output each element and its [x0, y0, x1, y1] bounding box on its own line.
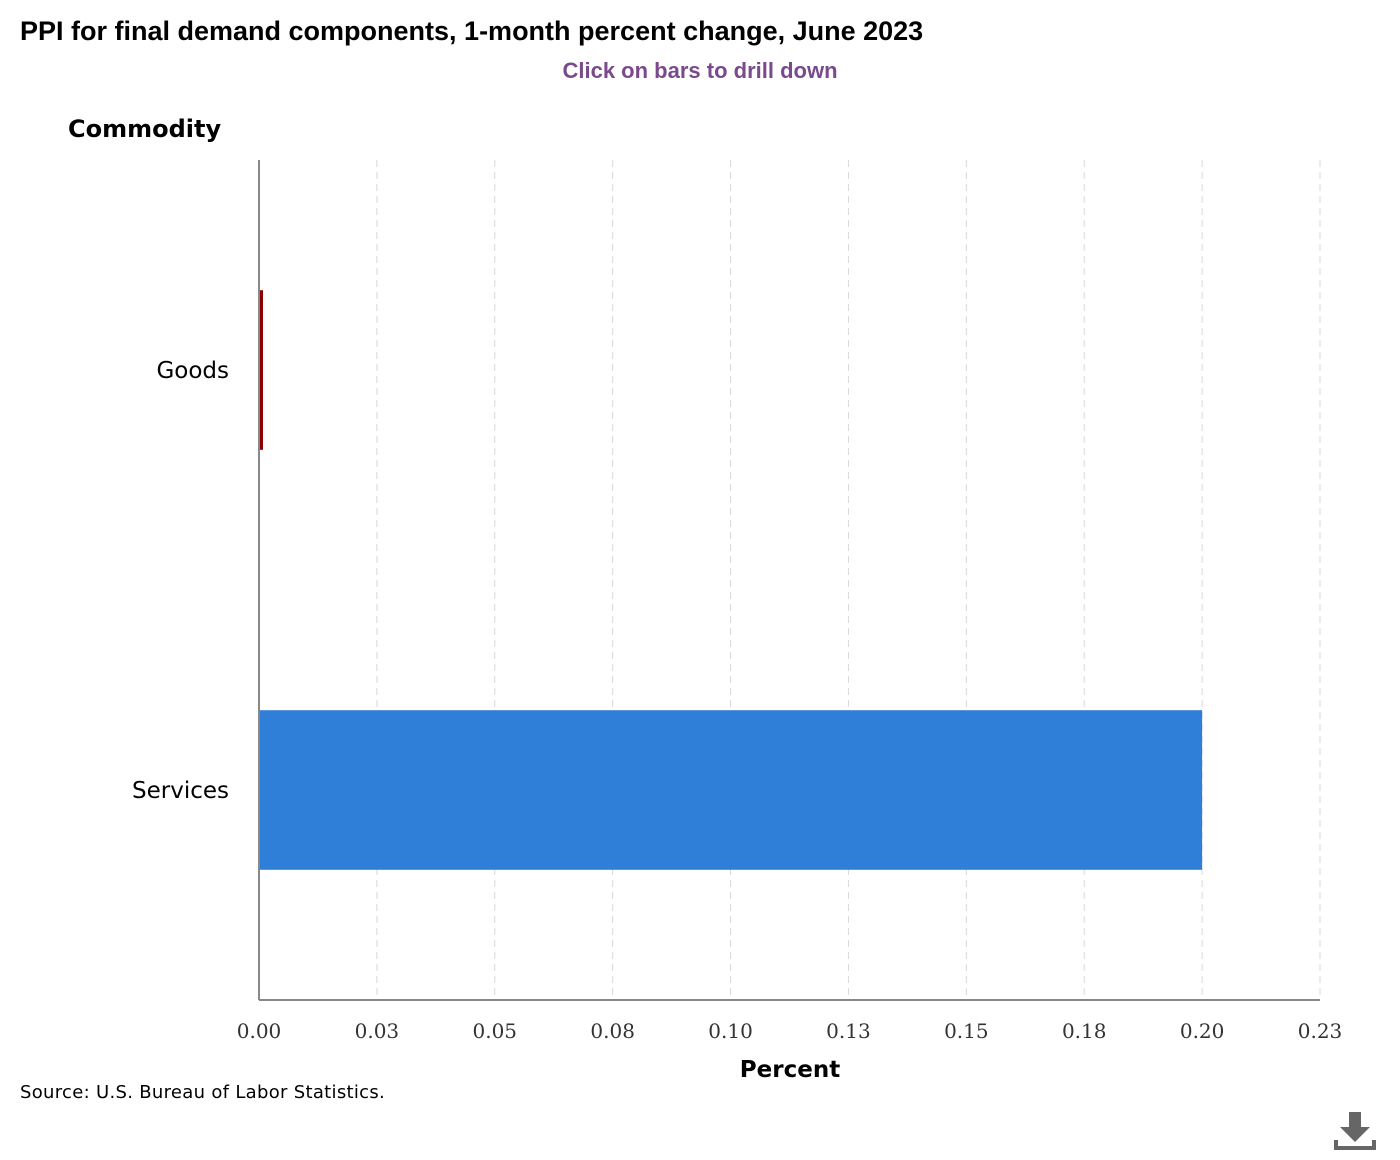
bars: [259, 290, 1203, 870]
x-axis-title: Percent: [739, 1057, 841, 1083]
chart-title: PPI for final demand components, 1-month…: [20, 16, 924, 46]
download-button[interactable]: [1332, 1110, 1378, 1154]
bar-services[interactable]: [259, 710, 1203, 870]
x-tick-label: 0.03: [355, 1019, 400, 1043]
chart-subtitle: Click on bars to drill down: [562, 58, 838, 83]
x-tick-label: 0.18: [1062, 1019, 1107, 1043]
grid-lines: [376, 160, 1321, 1000]
source-note: Source: U.S. Bureau of Labor Statistics.: [20, 1082, 386, 1103]
x-tick-label: 0.23: [1298, 1019, 1343, 1043]
y-category-label: Goods: [156, 358, 229, 384]
x-tick-label: 0.05: [473, 1019, 518, 1043]
tick-labels: 0.00 0.03 0.05 0.08 0.10 0.13 0.15 0.18 0.20 0.23…: [132, 358, 1342, 1043]
axes: [258, 160, 1320, 1001]
x-tick-label: 0.00: [237, 1019, 282, 1043]
bar-goods[interactable]: [259, 290, 263, 450]
x-tick-label: 0.20: [1180, 1019, 1225, 1043]
download-icon: [1334, 1112, 1376, 1150]
y-axis-title: Commodity: [68, 115, 222, 143]
y-category-label: Services: [132, 778, 229, 804]
x-tick-label: 0.10: [708, 1019, 753, 1043]
x-tick-label: 0.13: [826, 1019, 871, 1043]
x-tick-label: 0.08: [590, 1019, 635, 1043]
x-tick-label: 0.15: [944, 1019, 989, 1043]
